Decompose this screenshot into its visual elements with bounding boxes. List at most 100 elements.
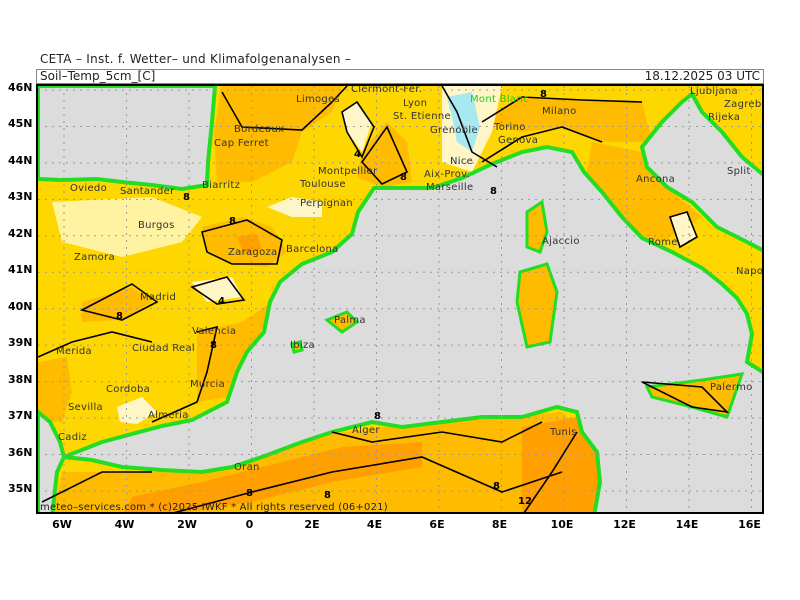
contour-label: 8 xyxy=(183,192,190,203)
latitude-label: 42N xyxy=(8,226,33,240)
city-label: Rijeka xyxy=(708,112,741,123)
contour-label: 8 xyxy=(324,490,331,501)
graticule xyxy=(38,86,762,512)
copyright-notice: meteo–services.com * (c)2025 IWKF * All … xyxy=(40,502,388,513)
latitude-label: 37N xyxy=(8,409,33,423)
adriatic xyxy=(639,90,762,253)
city-label: Cadiz xyxy=(58,432,87,443)
contour-label: 8 xyxy=(490,186,497,197)
city-label: Split xyxy=(727,166,751,177)
isotherms xyxy=(38,86,730,512)
city-label: Cordoba xyxy=(106,384,151,395)
city-label: Zagreb xyxy=(724,99,762,110)
latitude-label: 44N xyxy=(8,153,33,167)
city-label: Biarritz xyxy=(202,180,241,191)
latitude-label: 43N xyxy=(8,190,33,204)
city-label: Ajaccio xyxy=(542,236,580,247)
city-label: Alger xyxy=(352,425,380,436)
city-label: Lyon xyxy=(403,98,428,109)
city-label: Burgos xyxy=(138,220,175,231)
city-label: Santander xyxy=(120,186,175,197)
city-label: Ciudad Real xyxy=(132,343,195,354)
parameter-label: Soil–Temp_5cm_[C] xyxy=(40,69,156,83)
city-label: Oviedo xyxy=(70,183,107,194)
title-bar: Soil–Temp_5cm_[C] 18.12.2025 03 UTC xyxy=(36,69,764,84)
city-label: Ljubljana xyxy=(690,86,738,97)
latitude-label: 35N xyxy=(8,481,33,495)
ibiza xyxy=(290,340,304,354)
contour-label: 4 xyxy=(218,296,225,307)
latitude-label: 39N xyxy=(8,336,33,350)
city-label: Bordeaux xyxy=(234,124,285,135)
city-label: St. Etienne xyxy=(393,111,451,122)
city-label: Napoli xyxy=(736,266,764,277)
city-label: Tunis xyxy=(550,427,577,438)
city-label: Palma xyxy=(334,315,366,326)
longitude-label: 4W xyxy=(114,518,135,531)
institute-title: CETA – Inst. f. Wetter– und Klimafolgena… xyxy=(40,52,352,66)
contour-label: 12 xyxy=(518,496,532,507)
contour-label: 4 xyxy=(354,149,361,160)
city-label: Perpignan xyxy=(300,198,353,209)
soil-temperature-map[interactable]: Clermont-Fer. Limoges Lyon St. Etienne M… xyxy=(36,84,764,514)
longitude-label: 2E xyxy=(304,518,320,531)
longitude-label: 12E xyxy=(613,518,636,531)
city-label: Cap Ferret xyxy=(214,138,269,149)
latitude-label: 40N xyxy=(8,299,33,313)
city-label: Zaragoza xyxy=(228,247,278,258)
city-label: Zamora xyxy=(74,252,115,263)
longitude-label: 0 xyxy=(245,518,254,531)
longitude-label: 16E xyxy=(738,518,761,531)
city-label: Marseille xyxy=(426,182,474,193)
latitude-label: 38N xyxy=(8,372,33,386)
longitude-label: 2W xyxy=(177,518,197,531)
atlantic xyxy=(38,409,67,512)
city-label: Milano xyxy=(542,106,577,117)
city-label: Valencia xyxy=(192,326,237,337)
latitude-label: 36N xyxy=(8,445,33,459)
mallorca xyxy=(324,310,360,334)
longitude-label: 8E xyxy=(491,518,508,531)
contour-label: 8 xyxy=(246,488,253,499)
city-label: Sevilla xyxy=(68,402,103,413)
city-label: Mont Blanc xyxy=(470,94,529,105)
city-label: Torino xyxy=(494,122,526,133)
city-label: Madrid xyxy=(140,292,177,303)
city-label: Limoges xyxy=(296,94,341,105)
latitude-label: 46N xyxy=(8,81,33,94)
city-label: Ancona xyxy=(636,174,676,185)
city-label: Genova xyxy=(498,135,539,146)
corsica xyxy=(525,199,549,254)
bay-of-biscay xyxy=(38,86,218,192)
city-label: Oran xyxy=(234,462,260,473)
valid-time: 18.12.2025 03 UTC xyxy=(644,69,760,83)
city-label: Barcelona xyxy=(286,244,339,255)
city-label: Toulouse xyxy=(300,179,346,190)
city-label: Palermo xyxy=(710,382,753,393)
latitude-label: 45N xyxy=(8,117,33,131)
contour-label: 8 xyxy=(229,216,236,227)
city-label: Merida xyxy=(56,346,92,357)
city-label: Murcia xyxy=(190,379,226,390)
city-label: Almeria xyxy=(148,410,189,421)
contour-label: 8 xyxy=(116,311,123,322)
city-label: Aix-Prov. xyxy=(424,169,471,180)
sardinia xyxy=(515,262,559,349)
map-canvas xyxy=(38,86,762,512)
city-label: Nice xyxy=(450,156,474,167)
longitude-label: 6W xyxy=(52,518,72,531)
longitude-label: 14E xyxy=(675,518,699,531)
sea xyxy=(38,86,762,512)
contour-label: 8 xyxy=(400,172,407,183)
longitude-label: 4E xyxy=(366,518,383,531)
contour-label: 8 xyxy=(540,89,547,100)
contour-label: 8 xyxy=(210,340,217,351)
longitude-label: 10E xyxy=(550,518,574,531)
city-label: Montpellier xyxy=(318,166,378,177)
mediterranean xyxy=(63,144,762,512)
longitude-label: 6E xyxy=(429,518,445,531)
city-label: Grenoble xyxy=(430,125,478,136)
city-label: Ibiza xyxy=(290,340,315,351)
city-label: Rome xyxy=(648,237,678,248)
latitude-label: 41N xyxy=(8,263,33,277)
